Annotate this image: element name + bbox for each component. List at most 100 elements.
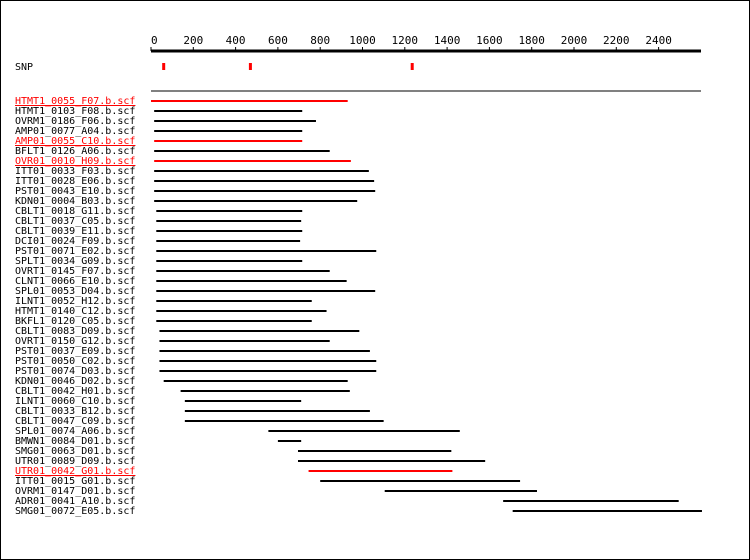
read-name: PST01_0071_E02.b.scf [15, 246, 135, 257]
read-row: ILNT1_0052_H12.b.scf [15, 296, 312, 307]
read-row: SPL01_0074_A06.b.scf [15, 426, 460, 437]
read-name: ITT01_0033_F03.b.scf [15, 166, 135, 177]
read-name: BFLT1_0126_A06.b.scf [15, 146, 135, 157]
read-row: CBLT1_0083_D09.b.scf [15, 326, 360, 337]
read-row: SPLT1_0034_G09.b.scf [15, 256, 303, 267]
read-row: PST01_0043_E10.b.scf [15, 186, 376, 197]
read-name: AMP01_0077_A04.b.scf [15, 126, 135, 137]
read-name: KDN01_0004_B03.b.scf [15, 196, 135, 207]
read-name: CBLT1_0047_C09.b.scf [15, 416, 135, 427]
read-row: ITT01_0015_G01.b.scf [15, 476, 521, 487]
read-name: BMWN1_0084_D01.b.scf [15, 436, 135, 447]
axis-tick-label: 1600 [476, 34, 503, 47]
read-name: ADR01_0041_A10.b.scf [15, 496, 135, 507]
axis-tick-label: 800 [310, 34, 330, 47]
read-row: OVRT1_0145_F07.b.scf [15, 266, 330, 277]
read-name: AMP01_0055_C10.b.scf [15, 136, 135, 147]
read-name: SPLT1_0034_G09.b.scf [15, 256, 135, 267]
read-row: KDN01_0046_D02.b.scf [15, 376, 348, 387]
read-name: HTMT1_0140_C12.b.scf [15, 306, 135, 317]
read-row: PST01_0074_D03.b.scf [15, 366, 377, 377]
read-row: SMG01_0063_D01.b.scf [15, 446, 452, 457]
axis-tick-label: 600 [268, 34, 288, 47]
axis-tick-label: 1400 [434, 34, 461, 47]
read-row: HTMT1_0055_F07.b.scf [15, 96, 348, 107]
read-name: CBLT1_0039_E11.b.scf [15, 226, 135, 237]
snp-marker [162, 63, 166, 70]
axis-tick-label: 200 [183, 34, 203, 47]
read-name: HTMT1_0055_F07.b.scf [15, 96, 135, 107]
read-row: OVRT1_0150_G12.b.scf [15, 336, 330, 347]
axis-tick-label: 2000 [561, 34, 588, 47]
read-row: UTR01_0042_G01.b.scf [15, 466, 453, 477]
read-name: SPL01_0074_A06.b.scf [15, 426, 135, 437]
read-row: PST01_0050_C02.b.scf [15, 356, 377, 367]
axis-tick-label: 1200 [392, 34, 419, 47]
read-row: BMWN1_0084_D01.b.scf [15, 436, 302, 447]
read-name: DCI01_0024_F09.b.scf [15, 236, 135, 247]
read-row: OVRM1_0147_D01.b.scf [15, 486, 537, 497]
read-name: BKFL1_0120_C05.b.scf [15, 316, 135, 327]
read-name: PST01_0043_E10.b.scf [15, 186, 135, 197]
snp-label: SNP [15, 62, 33, 73]
read-name: KDN01_0046_D02.b.scf [15, 376, 135, 387]
snp-marker [410, 63, 414, 70]
read-name: CBLT1_0037_C05.b.scf [15, 216, 135, 227]
read-row: ILNT1_0060_C10.b.scf [15, 396, 302, 407]
read-row: HTMT1_0103_F08.b.scf [15, 106, 303, 117]
read-name: OVRT1_0145_F07.b.scf [15, 266, 135, 277]
read-row: CLNT1_0066_E10.b.scf [15, 276, 347, 287]
read-row: PST01_0071_E02.b.scf [15, 246, 377, 257]
read-name: CBLT1_0083_D09.b.scf [15, 326, 135, 337]
read-row: BFLT1_0126_A06.b.scf [15, 146, 330, 157]
read-row: DCI01_0024_F09.b.scf [15, 236, 301, 247]
read-row: ADR01_0041_A10.b.scf [15, 496, 679, 507]
read-row: OVRM1_0186_F06.b.scf [15, 116, 316, 127]
read-row: CBLT1_0039_E11.b.scf [15, 226, 303, 237]
read-row: BKFL1_0120_C05.b.scf [15, 316, 312, 327]
read-name: SMG01_0063_D01.b.scf [15, 446, 135, 457]
read-row: ITT01_0033_F03.b.scf [15, 166, 369, 177]
read-row: CBLT1_0018_G11.b.scf [15, 206, 303, 217]
read-name: SPL01_0053_D04.b.scf [15, 286, 135, 297]
read-name: PST01_0074_D03.b.scf [15, 366, 135, 377]
read-row: SMG01_0072_E05.b.scf [15, 506, 702, 517]
axis-tick-label: 1800 [518, 34, 545, 47]
read-name: OVR01_0010_H09.b.scf [15, 156, 135, 167]
read-row: KDN01_0004_B03.b.scf [15, 196, 358, 207]
read-name: PST01_0050_C02.b.scf [15, 356, 135, 367]
snp-marker [248, 63, 252, 70]
axis-tick-label: 1000 [349, 34, 376, 47]
read-name: HTMT1_0103_F08.b.scf [15, 106, 135, 117]
read-row: CBLT1_0037_C05.b.scf [15, 216, 302, 227]
read-row: UTR01_0089_D09.b.scf [15, 456, 486, 467]
read-name: ILNT1_0052_H12.b.scf [15, 296, 135, 307]
read-name: ILNT1_0060_C10.b.scf [15, 396, 135, 407]
read-name: CLNT1_0066_E10.b.scf [15, 276, 135, 287]
axis-tick-label: 400 [226, 34, 246, 47]
read-row: ITT01_0028_E06.b.scf [15, 176, 375, 187]
read-name: ITT01_0015_G01.b.scf [15, 476, 135, 487]
read-name: OVRM1_0186_F06.b.scf [15, 116, 135, 127]
axis-tick-label: 2200 [603, 34, 630, 47]
read-list: HTMT1_0055_F07.b.scfHTMT1_0103_F08.b.scf… [15, 96, 702, 517]
read-name: ITT01_0028_E06.b.scf [15, 176, 135, 187]
axis-tick-label: 0 [151, 34, 158, 47]
read-row: HTMT1_0140_C12.b.scf [15, 306, 327, 317]
read-name: UTR01_0089_D09.b.scf [15, 456, 135, 467]
read-name: OVRT1_0150_G12.b.scf [15, 336, 135, 347]
read-row: PST01_0037_E09.b.scf [15, 346, 370, 357]
read-name: UTR01_0042_G01.b.scf [15, 466, 135, 477]
read-row: OVR01_0010_H09.b.scf [15, 156, 351, 167]
read-name: CBLT1_0042_H01.b.scf [15, 386, 135, 397]
snp-track: SNP [15, 62, 414, 73]
read-name: CBLT1_0033_B12.b.scf [15, 406, 135, 417]
read-row: CBLT1_0033_B12.b.scf [15, 406, 370, 417]
read-row: AMP01_0077_A04.b.scf [15, 126, 303, 137]
position-axis: 0 200 400 600 800 1000 1200 1400 1600 1800 2000 220… [150, 34, 701, 53]
read-row: CBLT1_0042_H01.b.scf [15, 386, 350, 397]
read-name: OVRM1_0147_D01.b.scf [15, 486, 135, 497]
read-name: SMG01_0072_E05.b.scf [15, 506, 135, 517]
